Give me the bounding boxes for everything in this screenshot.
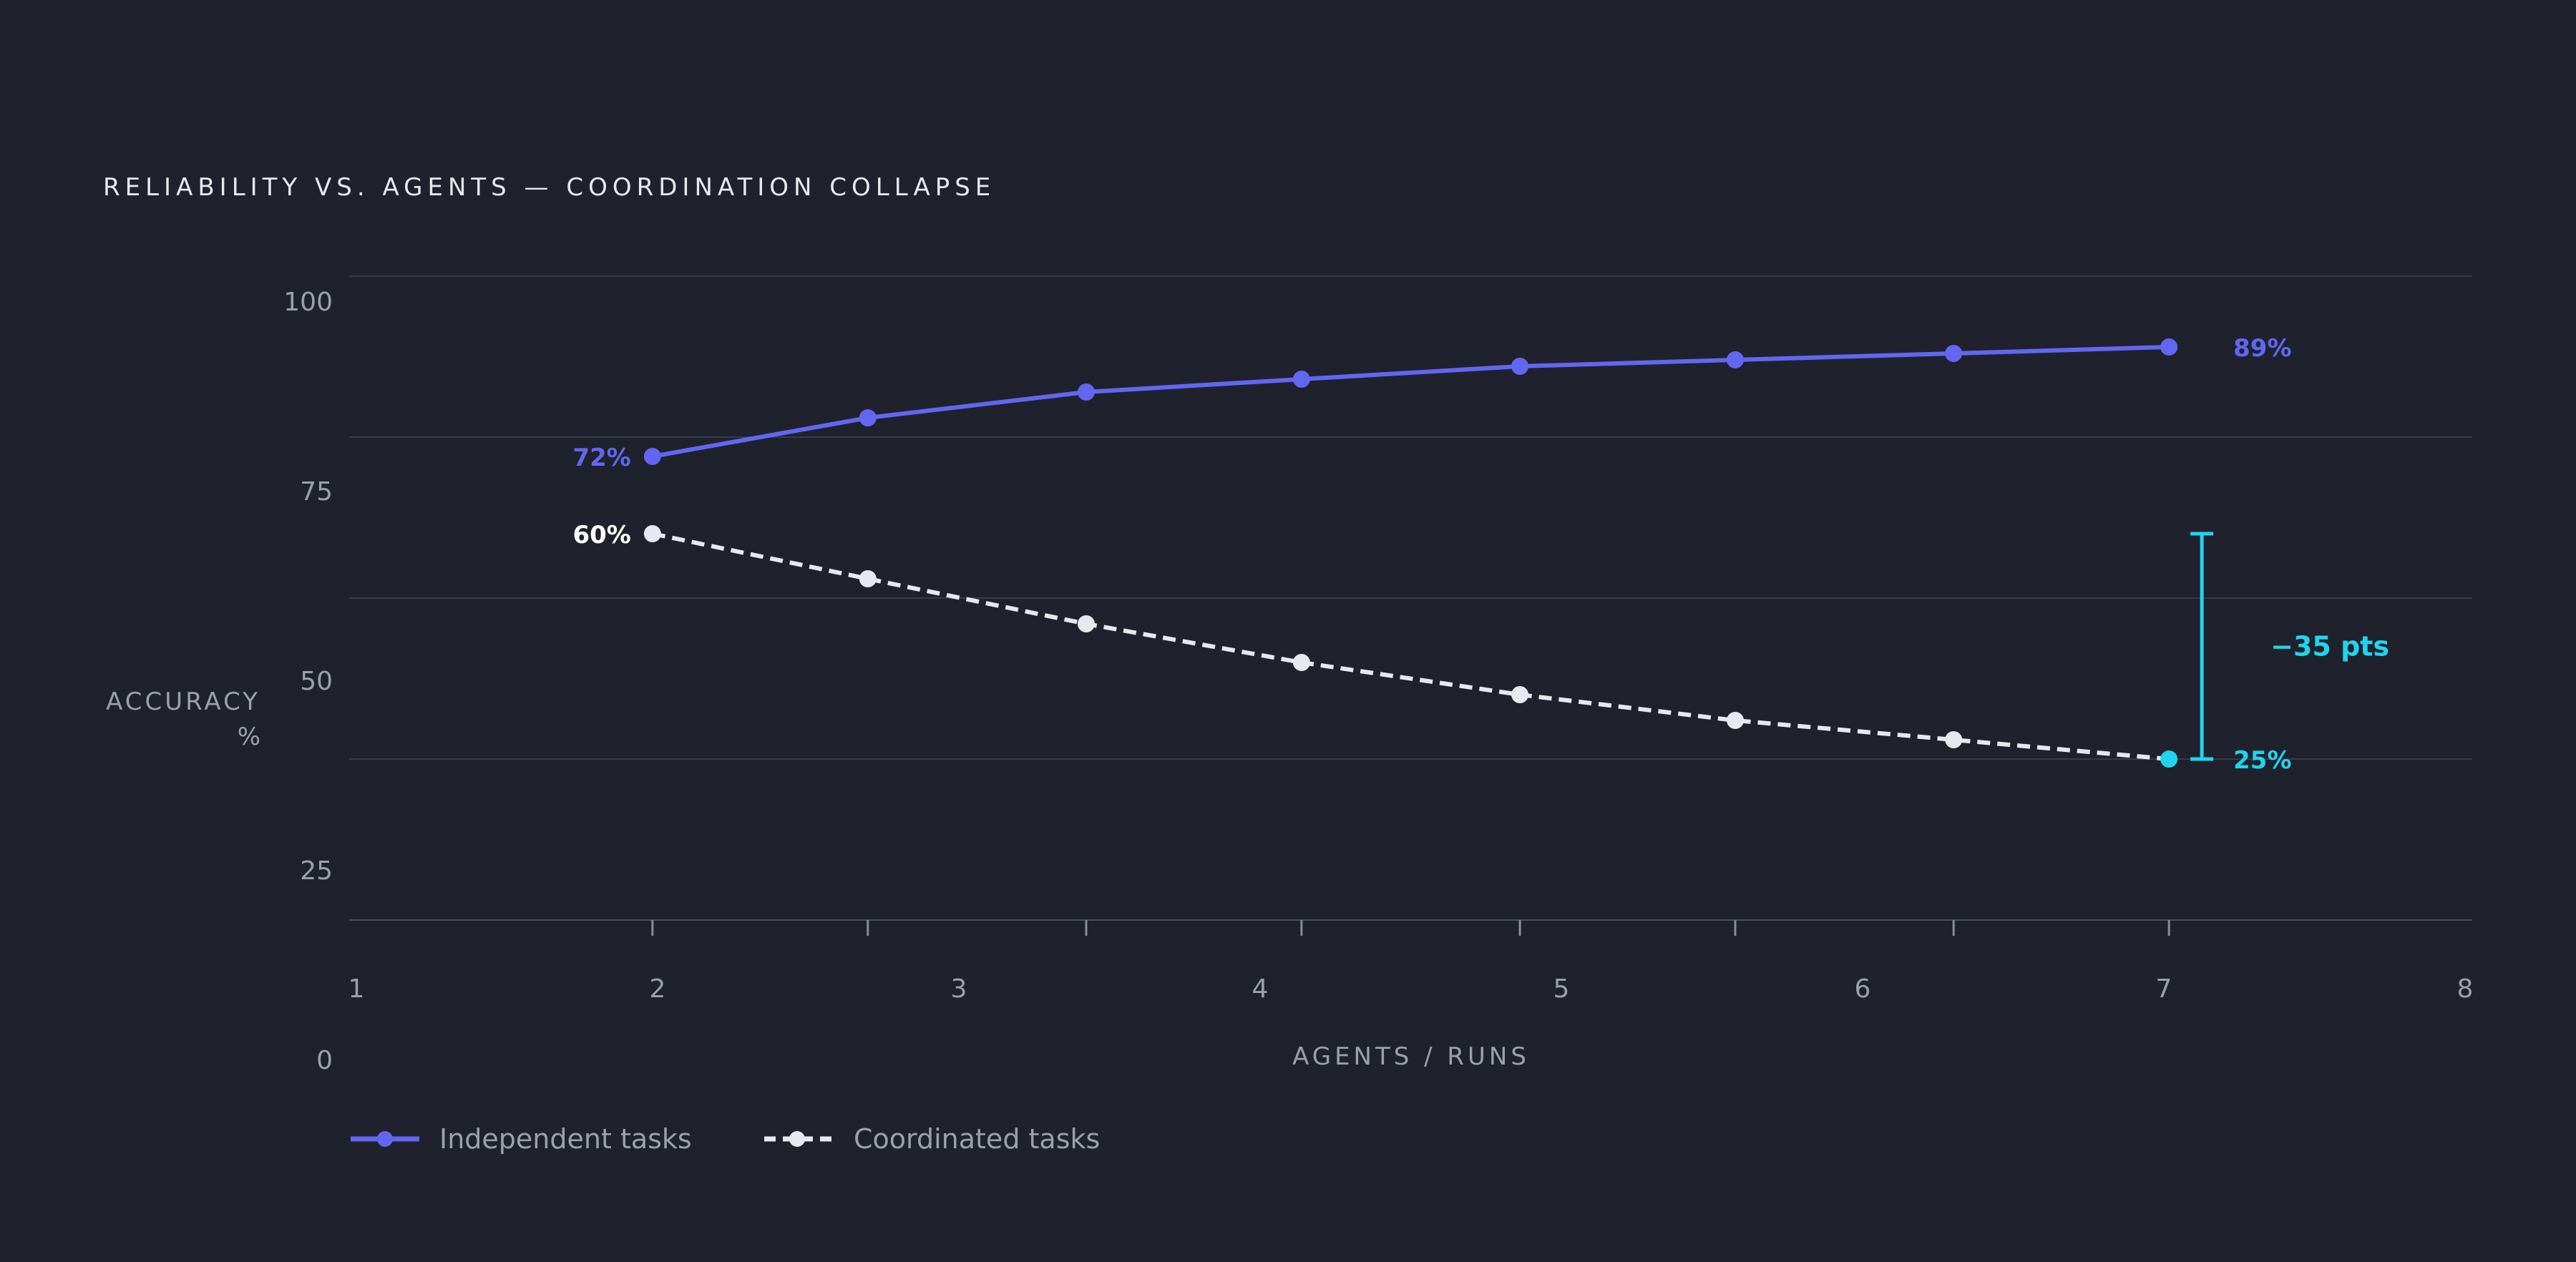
series-layer [643,338,2178,768]
data-point-independent [1727,351,1745,368]
legend-marker-independent [377,1131,393,1147]
y-axis-label-line1: ACCURACY [106,688,260,716]
chart-title: RELIABILITY VS. AGENTS — COORDINATION CO… [103,173,995,202]
x-axis-label: AGENTS / RUNS [1292,1042,1530,1071]
y-tick-label: 75 [300,477,333,507]
legend-label-independent: Independent tasks [439,1123,692,1155]
data-point-coordinated [1511,686,1529,703]
data-point-independent [859,409,877,426]
x-tick-label: 4 [1252,974,1269,1004]
label-independent-start: 72% [572,444,630,472]
label-coordinated-end: 25% [2233,746,2291,775]
x-tick-label: 3 [951,974,967,1004]
series-line-coordinated [652,532,2170,761]
x-tick-label: 1 [348,974,365,1004]
legend: Independent tasks Coordinated tasks [351,1123,1100,1155]
data-point-independent [1292,371,1310,388]
legend-item-independent[interactable]: Independent tasks [351,1123,692,1155]
legend-item-coordinated[interactable]: Coordinated tasks [764,1123,1100,1155]
data-point-coordinated [1292,654,1310,671]
data-point-independent [1077,383,1095,401]
data-point-independent [1511,358,1529,375]
data-point-coordinated [643,525,661,542]
data-point-independent [2160,338,2178,356]
label-coordinated-start: 60% [572,521,630,549]
legend-marker-coordinated [789,1131,805,1147]
x-tick-label: 8 [2457,974,2474,1004]
legend-label-coordinated: Coordinated tasks [854,1123,1100,1155]
x-axis-ticks: 1 2 3 4 5 6 7 8 [348,920,2474,1004]
data-point-coordinated [859,570,877,587]
series-line-independent [652,345,2170,459]
gap-label: −35 pts [2270,631,2389,662]
y-tick-label: 0 [316,1046,333,1075]
x-tick-label: 2 [650,974,666,1004]
x-tick-label: 6 [1855,974,1871,1004]
y-axis-ticks: 100 75 50 25 0 [283,288,333,1075]
data-point-coordinated [1727,712,1745,729]
data-point-independent [643,448,661,465]
x-tick-label: 7 [2156,974,2172,1004]
y-tick-label: 100 [283,288,333,317]
label-independent-end: 89% [2233,334,2291,363]
gridlines [349,275,2472,921]
data-point-coordinated [1945,731,1963,748]
x-tick-label: 5 [1553,974,1570,1004]
data-point-independent [1945,345,1963,362]
y-tick-label: 25 [300,856,333,886]
data-point-coordinated [1077,615,1095,632]
y-tick-label: 50 [300,667,333,696]
y-axis-label-line2: % [238,723,260,751]
annotations-layer: 72% 60% 89% 25% −35 pts [572,334,2389,775]
data-point-coordinated [2160,750,2178,768]
